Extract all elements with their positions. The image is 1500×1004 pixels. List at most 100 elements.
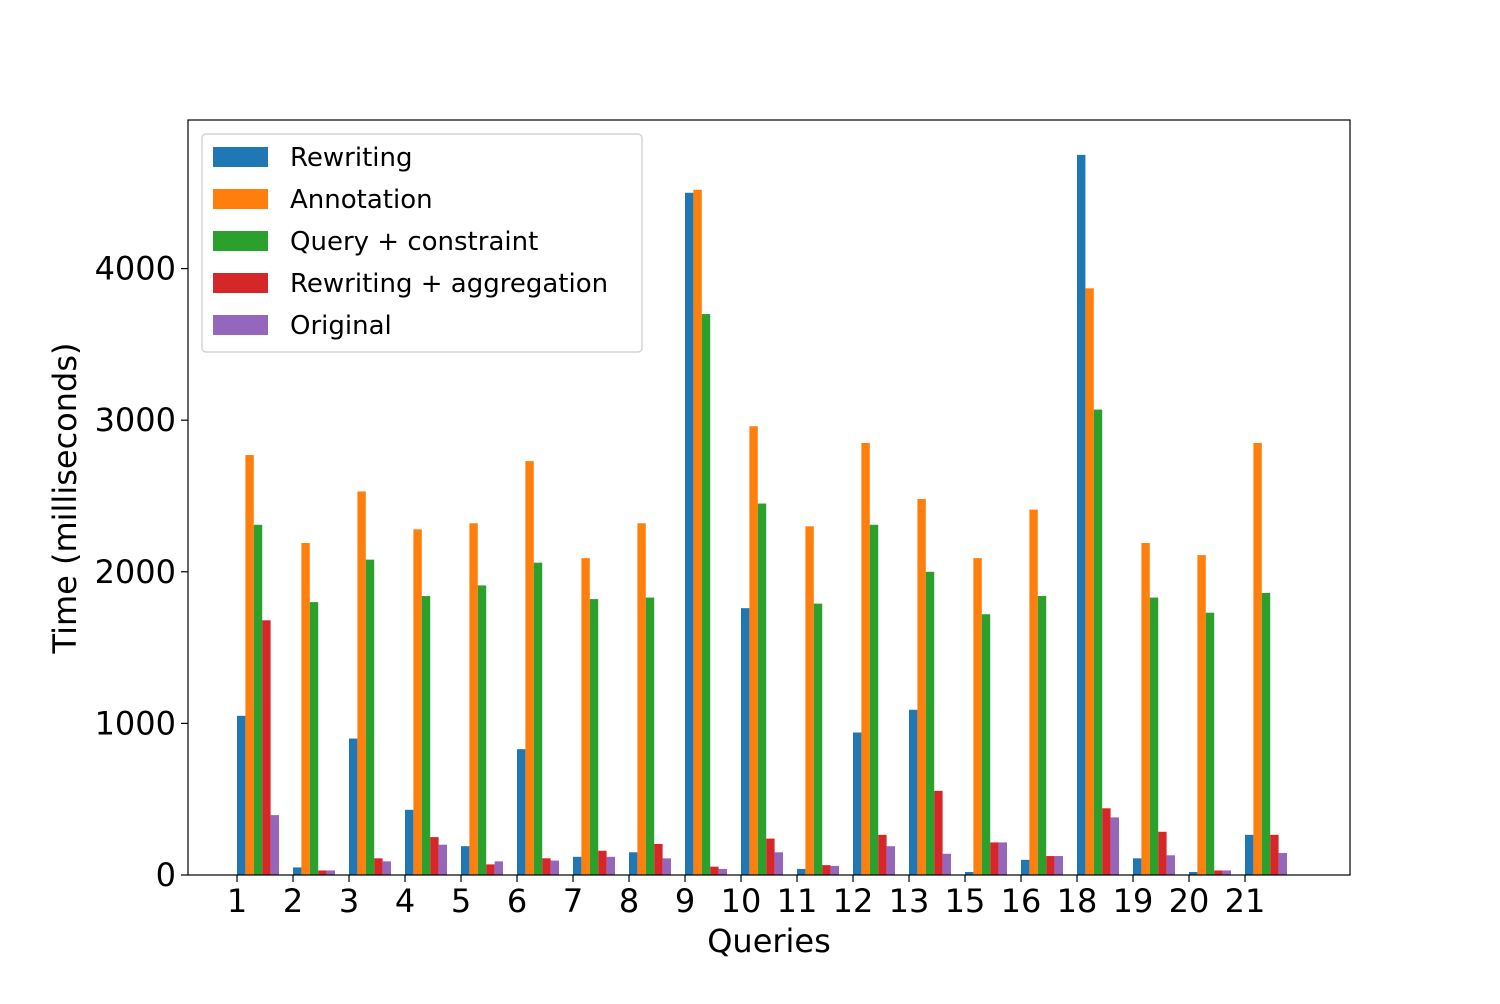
bar-rewriting-8 [629, 852, 638, 875]
bar-rewriting-aggregation-6 [542, 858, 551, 875]
bar-original-13 [942, 853, 951, 875]
y-tick-label: 2000 [95, 553, 176, 591]
bar-query-constraint-16 [1037, 596, 1047, 875]
bar-annotation-20 [1197, 555, 1206, 875]
legend-label: Rewriting [290, 143, 412, 173]
bar-original-3 [382, 861, 391, 875]
bar-query-constraint-4 [421, 596, 431, 875]
x-tick-label: 1 [227, 882, 247, 920]
x-axis-title: Queries [707, 922, 831, 960]
bar-annotation-7 [581, 558, 590, 875]
bar-original-12 [886, 846, 895, 875]
x-tick-label: 6 [507, 882, 527, 920]
bars-layer [237, 154, 1287, 876]
bar-rewriting-1 [237, 715, 246, 875]
bar-rewriting-19 [1133, 858, 1142, 875]
bar-query-constraint-5 [477, 585, 487, 875]
x-tick-label: 3 [339, 882, 359, 920]
bar-rewriting-aggregation-16 [1046, 856, 1055, 875]
x-tick-label: 16 [1001, 882, 1042, 920]
bar-rewriting-aggregation-8 [654, 843, 663, 875]
y-axis-title: Time (milliseconds) [46, 343, 84, 655]
legend-swatch [213, 189, 268, 209]
bar-annotation-12 [861, 442, 870, 875]
bar-rewriting-4 [405, 809, 414, 875]
legend-swatch [213, 231, 268, 251]
x-tick-label: 5 [451, 882, 471, 920]
bar-rewriting-2 [293, 867, 302, 875]
legend-label: Query + constraint [290, 227, 538, 257]
bar-rewriting-aggregation-3 [374, 858, 383, 875]
bar-original-5 [494, 861, 503, 875]
plot-frame [187, 119, 1351, 876]
bar-original-11 [830, 865, 839, 875]
bar-original-7 [606, 856, 615, 875]
legend: Rewriting Annotation Query + constraint Rew… [201, 133, 643, 353]
x-tick-label: 15 [945, 882, 986, 920]
bar-rewriting-aggregation-21 [1270, 834, 1279, 875]
bar-rewriting-21 [1245, 834, 1254, 875]
y-tick-label: 0 [156, 856, 176, 894]
bar-rewriting-12 [853, 732, 862, 875]
x-tick-label: 2 [283, 882, 303, 920]
bar-rewriting-aggregation-7 [598, 850, 607, 875]
bar-original-15 [998, 842, 1007, 875]
bar-rewriting-aggregation-18 [1102, 808, 1111, 875]
bar-rewriting-10 [741, 608, 750, 875]
bar-annotation-8 [637, 523, 646, 875]
bar-rewriting-aggregation-2 [318, 870, 327, 875]
bar-original-21 [1278, 853, 1287, 875]
bar-rewriting-aggregation-13 [934, 790, 943, 875]
bar-annotation-19 [1141, 542, 1150, 875]
x-tick-label: 18 [1057, 882, 1098, 920]
bar-query-constraint-9 [701, 314, 711, 875]
x-tick-label: 10 [721, 882, 762, 920]
bar-query-constraint-7 [589, 599, 599, 875]
bar-original-4 [438, 844, 447, 875]
legend-box [201, 133, 643, 353]
bar-query-constraint-15 [981, 614, 991, 875]
x-tick-label: 11 [777, 882, 818, 920]
bar-rewriting-aggregation-12 [878, 834, 887, 875]
bar-query-constraint-6 [533, 562, 543, 875]
y-tick-label: 1000 [95, 704, 176, 742]
bar-rewriting-9 [685, 192, 694, 875]
bar-annotation-3 [357, 491, 366, 875]
bar-annotation-10 [749, 426, 758, 875]
bar-original-8 [662, 858, 671, 875]
bar-rewriting-aggregation-9 [710, 866, 719, 875]
bar-annotation-16 [1029, 509, 1038, 875]
legend-swatch [213, 315, 268, 335]
bar-annotation-6 [525, 461, 534, 875]
bar-original-19 [1166, 855, 1175, 875]
bar-rewriting-aggregation-20 [1214, 870, 1223, 875]
bar-query-constraint-18 [1093, 409, 1103, 875]
bar-original-1 [270, 815, 279, 875]
bar-query-constraint-12 [869, 524, 879, 875]
bar-annotation-9 [693, 189, 702, 876]
legend-label: Annotation [290, 185, 433, 215]
legend-swatch [213, 147, 268, 167]
bar-rewriting-5 [461, 846, 470, 875]
bar-query-constraint-20 [1205, 612, 1215, 875]
x-tick-label: 20 [1169, 882, 1210, 920]
bar-rewriting-aggregation-4 [430, 837, 439, 875]
bar-rewriting-aggregation-10 [766, 838, 775, 875]
bar-original-9 [718, 868, 727, 875]
legend-label: Rewriting + aggregation [290, 269, 608, 299]
bar-rewriting-13 [909, 709, 918, 875]
bar-query-constraint-13 [925, 571, 935, 875]
bar-query-constraint-1 [253, 524, 263, 875]
bar-rewriting-7 [573, 856, 582, 875]
bar-annotation-15 [973, 558, 982, 875]
bar-rewriting-aggregation-19 [1158, 831, 1167, 875]
bar-rewriting-aggregation-1 [262, 620, 271, 875]
y-tick-label: 4000 [95, 250, 176, 288]
bar-original-6 [550, 860, 559, 875]
bar-rewriting-16 [1021, 859, 1030, 875]
x-tick-label: 12 [833, 882, 874, 920]
bar-original-20 [1222, 870, 1231, 875]
bar-rewriting-aggregation-15 [990, 842, 999, 875]
